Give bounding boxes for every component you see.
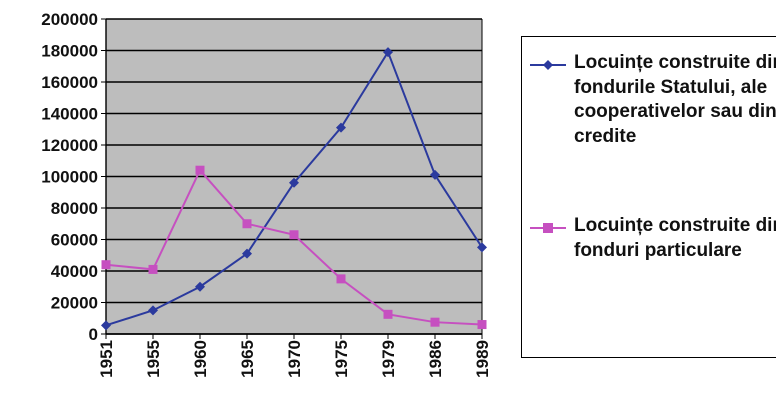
data-point	[289, 230, 299, 240]
x-axis-ticks: 1951 1955 1960 1965 1970 1975 1979 1986 1989	[97, 334, 492, 378]
legend-swatch-square	[530, 223, 566, 233]
y-tick-label: 160000	[41, 73, 98, 92]
x-tick-label: 1979	[379, 340, 398, 378]
y-tick-label: 140000	[41, 105, 98, 124]
data-point	[195, 165, 205, 175]
x-tick-label: 1989	[473, 340, 492, 378]
data-point	[430, 169, 440, 180]
x-tick-label: 1970	[285, 340, 304, 378]
data-point	[383, 47, 393, 58]
data-point	[195, 281, 205, 292]
x-tick-label: 1960	[191, 340, 210, 378]
data-point	[289, 177, 299, 188]
y-tick-label: 80000	[51, 199, 98, 218]
data-point	[336, 122, 346, 133]
data-point	[242, 248, 252, 259]
data-point	[336, 274, 346, 284]
data-point	[477, 320, 487, 330]
y-tick-label: 0	[89, 325, 98, 344]
x-tick-label: 1986	[426, 340, 445, 378]
data-point	[477, 242, 487, 253]
y-tick-label: 180000	[41, 42, 98, 61]
y-tick-label: 120000	[41, 136, 98, 155]
legend: Locuințe construite din fondurile Statul…	[521, 36, 776, 358]
legend-label: Locuințe construite din fondurile Statul…	[574, 52, 776, 147]
data-point	[101, 320, 111, 331]
x-tick-label: 1955	[144, 340, 163, 378]
y-tick-label: 60000	[51, 231, 98, 250]
y-tick-label: 100000	[41, 168, 98, 187]
series-1	[101, 47, 487, 331]
y-tick-label: 200000	[41, 10, 98, 29]
series-layer	[101, 47, 487, 331]
x-tick-label: 1951	[97, 340, 116, 378]
data-point	[148, 305, 158, 316]
x-tick-label: 1975	[332, 340, 351, 378]
series-2	[101, 165, 487, 330]
data-point	[148, 264, 158, 274]
data-point	[101, 260, 111, 270]
data-point	[383, 309, 393, 319]
y-tick-label: 40000	[51, 262, 98, 281]
y-axis-ticks: 0 20000 40000 60000 80000 100000 120000 140000 1…	[41, 10, 98, 344]
legend-label: Locuințe construite din fonduri particul…	[574, 215, 776, 261]
data-point	[430, 317, 440, 327]
x-tick-label: 1965	[238, 340, 257, 378]
legend-swatch-diamond	[530, 60, 566, 70]
y-tick-label: 20000	[51, 294, 98, 313]
data-point	[242, 219, 252, 229]
